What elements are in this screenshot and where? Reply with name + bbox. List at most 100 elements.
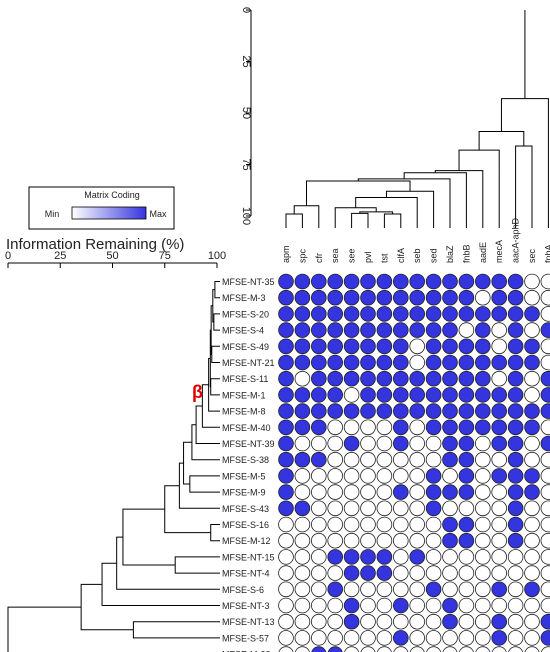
column-dendrogram-branch (403, 172, 467, 228)
column-dendrogram-branch (351, 212, 369, 228)
matrix-cell (409, 306, 426, 322)
matrix-cell (278, 435, 294, 452)
matrix-cell (458, 468, 475, 484)
matrix-cell (360, 500, 376, 517)
matrix-cell (540, 597, 550, 614)
row-label: MFSE-M-8 (222, 407, 266, 417)
matrix-cell (310, 273, 327, 290)
row-label: MFSE-NT-3 (222, 601, 270, 611)
matrix-cell (376, 630, 393, 646)
matrix-cell (442, 597, 458, 614)
matrix-cell (491, 484, 508, 500)
row-label: MFSE-S-49 (222, 342, 269, 352)
matrix-cell (360, 322, 376, 338)
matrix-cell (360, 516, 376, 533)
column-dendrogram (285, 10, 549, 228)
matrix-cell (360, 613, 376, 630)
matrix-cell (474, 322, 491, 338)
matrix-cell (524, 435, 540, 452)
matrix-cell (491, 354, 508, 371)
matrix-cell (376, 338, 393, 355)
matrix-cell (524, 419, 540, 436)
matrix-cell (392, 597, 409, 614)
matrix-cell (327, 306, 344, 322)
matrix-cell (540, 484, 550, 500)
matrix-cell (360, 387, 376, 403)
row-label: MFSE-M-1 (222, 390, 266, 400)
matrix-cell (442, 451, 458, 468)
matrix-cell (310, 322, 327, 338)
matrix-cell (507, 354, 524, 371)
matrix-cell (458, 500, 475, 517)
matrix-cell (343, 613, 360, 630)
column-dendrogram-branch (306, 180, 411, 206)
matrix-cell (327, 387, 344, 403)
matrix-cell (491, 435, 508, 452)
matrix-cell (540, 403, 550, 419)
row-dendrogram-branch (101, 562, 220, 606)
matrix-cell (343, 565, 360, 581)
matrix-cell (426, 646, 442, 652)
matrix-cell (507, 306, 524, 322)
matrix-cell (409, 419, 426, 436)
matrix-cell (524, 516, 540, 533)
matrix-cell (540, 387, 550, 403)
matrix-cell (409, 484, 426, 500)
matrix-cell (310, 484, 327, 500)
matrix-cell (376, 597, 393, 614)
matrix-cell (507, 581, 524, 598)
matrix-cell (376, 565, 393, 581)
matrix-cell (327, 532, 344, 549)
matrix-cell (360, 646, 376, 652)
matrix-cell (278, 306, 294, 322)
matrix-cell (310, 403, 327, 419)
column-label: apm (281, 245, 291, 263)
row-dendrogram-branch (214, 281, 220, 299)
matrix-cell (376, 306, 393, 322)
row-axis-tick-label: 75 (159, 250, 171, 262)
matrix-cell (409, 516, 426, 533)
matrix-cell (425, 532, 442, 549)
matrix-cell (442, 387, 458, 403)
matrix-cell (360, 273, 376, 290)
row-labels: MFSE-NT-35 MFSE-M-3 MFSE-S-20 MFSE-S-4 MFSE-… (222, 277, 275, 652)
matrix-cell (327, 273, 344, 290)
matrix-cell (376, 613, 393, 630)
row-dendrogram-branch (7, 606, 82, 652)
row-dendrogram-axis: 0 25 50 75 100 (5, 250, 226, 268)
matrix-cell (343, 419, 360, 436)
matrix-cell (425, 322, 442, 338)
matrix-cell (409, 273, 426, 290)
matrix-cell (474, 403, 491, 419)
legend-title: Matrix Coding (84, 190, 140, 200)
matrix-cell (458, 484, 475, 500)
row-label: MFSE-S-6 (222, 585, 264, 595)
row-label: MFSE-NT-21 (222, 358, 275, 368)
matrix-cell (409, 646, 425, 652)
matrix-cell (409, 338, 426, 355)
matrix-cell (376, 516, 393, 533)
matrix-cell (474, 516, 491, 533)
matrix-cell (442, 630, 458, 646)
matrix-cell (524, 468, 540, 484)
matrix-cell (507, 387, 524, 403)
matrix-cell (310, 549, 327, 565)
matrix-cell (376, 435, 393, 452)
matrix-cell (524, 549, 540, 565)
matrix-cell (524, 322, 540, 338)
matrix-cell (458, 354, 475, 371)
matrix-cell (458, 306, 475, 322)
matrix-cell (442, 306, 458, 322)
matrix-cell (343, 516, 360, 533)
matrix-cell (524, 646, 540, 652)
matrix-cell (540, 630, 550, 646)
column-label: sea (330, 248, 340, 263)
matrix-cell (409, 322, 426, 338)
matrix-cell (311, 646, 327, 652)
matrix-cell (294, 468, 311, 484)
matrix-cell (491, 597, 508, 614)
matrix-cell (458, 451, 475, 468)
matrix-cell (392, 565, 409, 581)
column-dendrogram-branch (383, 213, 402, 228)
